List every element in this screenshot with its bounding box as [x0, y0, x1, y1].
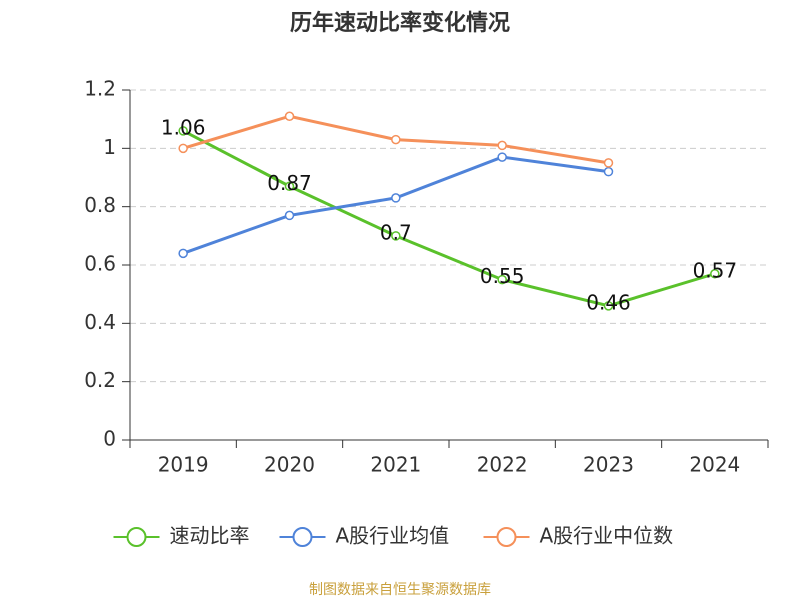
data-label: 0.55 [480, 264, 525, 288]
legend-marker [496, 527, 517, 547]
point [710, 269, 720, 279]
point [391, 134, 401, 145]
chart-title: 历年速动比率变化情况 [290, 10, 510, 36]
y-tick-label: 0.4 [84, 310, 116, 334]
data-label: 0.46 [586, 290, 631, 314]
point [284, 181, 295, 191]
y-tick-label: 0 [103, 427, 116, 451]
legend-label: A股行业均值 [336, 524, 450, 548]
x-tick-label: 2022 [477, 453, 528, 477]
x-tick-label: 2020 [264, 453, 315, 477]
data-label: 1.06 [161, 115, 206, 139]
legend-label: 速动比率 [170, 524, 250, 548]
y-tick-label: 0.6 [84, 252, 116, 276]
y-tick-label: 1.2 [84, 77, 116, 101]
data-label: 0.57 [693, 258, 738, 282]
point [284, 210, 295, 221]
point [178, 126, 188, 136]
data-label: 0.87 [267, 171, 312, 195]
point [603, 166, 614, 177]
y-tick-label: 0.8 [84, 193, 116, 217]
footer: 制图数据来自恒生聚源数据库 [309, 582, 491, 598]
legend-marker [126, 527, 147, 547]
legend-marker [292, 527, 313, 547]
point [391, 193, 401, 203]
point [497, 152, 507, 162]
x-tick-label: 2023 [583, 453, 634, 477]
legend-label: A股行业中位数 [540, 524, 674, 548]
point [391, 231, 401, 241]
y-tick-label: 1 [103, 135, 116, 159]
point [284, 111, 295, 121]
point [497, 140, 507, 151]
data-label: 0.7 [380, 220, 412, 244]
point [603, 301, 614, 311]
y-tick-label: 0.2 [84, 368, 116, 392]
x-tick-label: 2021 [370, 453, 421, 477]
point [497, 274, 507, 285]
x-tick-label: 2019 [158, 453, 209, 477]
series-line [182, 129, 716, 308]
x-tick-label: 2024 [689, 453, 740, 477]
point [178, 248, 188, 259]
point [603, 158, 614, 168]
point [178, 143, 188, 154]
